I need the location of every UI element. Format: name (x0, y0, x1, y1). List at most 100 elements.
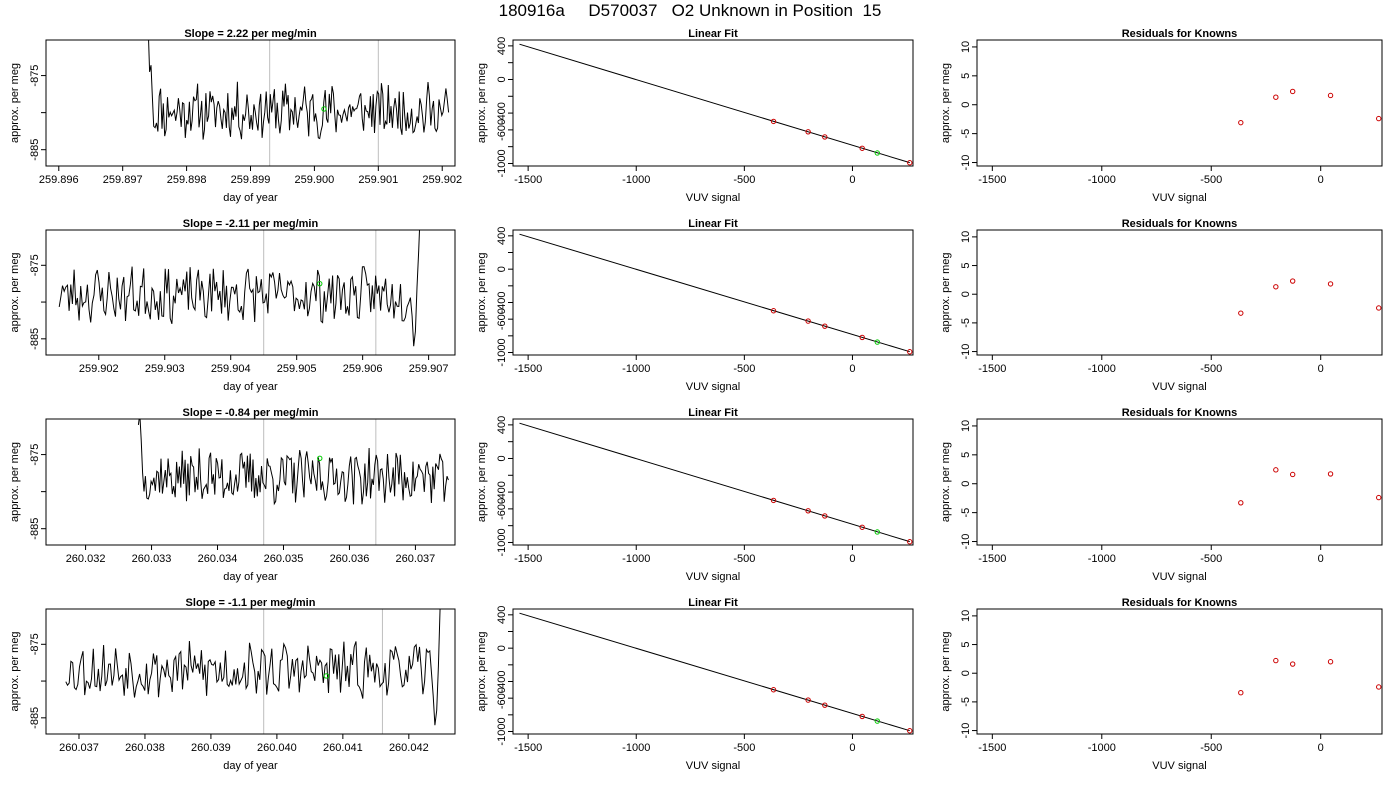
x-tick-label: 260.037 (396, 553, 436, 565)
y-axis-label: approx. per meg (940, 252, 952, 332)
y-tick-label: 5 (960, 641, 972, 647)
x-tick-label: -500 (733, 174, 755, 186)
fit-line (519, 43, 910, 164)
residual-point (1327, 659, 1334, 665)
known-point (822, 134, 828, 140)
x-tick-label: 260.039 (191, 742, 231, 754)
residual-point (1273, 657, 1279, 664)
x-tick-label: -500 (733, 553, 755, 565)
y-tick-label: -600 (496, 498, 508, 520)
x-tick-label: 0 (1318, 553, 1324, 565)
y-tick-label: 10 (960, 41, 972, 53)
known-point (805, 697, 811, 703)
y-tick-label: 0 (960, 670, 972, 676)
residual-point (1376, 494, 1382, 501)
panel-0-2: Residuals for Knowns -1500 -1000 -500 0 VUV s… (940, 28, 1383, 204)
y-tick-label: -885 (29, 707, 41, 729)
panel-title: Residuals for Knowns (1122, 597, 1238, 609)
y-tick-label: 0 (960, 291, 972, 297)
y-tick-label: 400 (496, 416, 508, 434)
y-tick-label: 0 (496, 645, 508, 651)
known-point (859, 524, 865, 530)
x-tick-label: -1000 (622, 742, 650, 754)
x-tick-label: -500 (1200, 174, 1222, 186)
panel-title: Linear Fit (688, 28, 738, 40)
plot-area (519, 43, 913, 166)
known-point (822, 702, 828, 708)
known-point (907, 539, 913, 545)
y-tick-label: -1000 (496, 149, 508, 177)
x-axis-label: day of year (223, 760, 278, 772)
x-tick-label: 0 (1318, 363, 1324, 375)
residual-point (1289, 278, 1296, 284)
plot-frame (45, 418, 456, 546)
panel-2-1: Linear Fit -1500 -1000 -500 0 VUV signal -1000… (476, 407, 914, 583)
x-tick-label: -1000 (1088, 174, 1116, 186)
y-axis-label: approx. per meg (9, 631, 21, 711)
residual-point (1289, 471, 1296, 478)
x-axis-label: VUV signal (1152, 192, 1206, 204)
x-tick-label: -1000 (1088, 742, 1116, 754)
y-tick-label: 0 (496, 76, 508, 82)
plot-frame (512, 418, 914, 546)
y-tick-label: 400 (496, 606, 508, 624)
residual-point (1376, 115, 1382, 122)
x-tick-label: 260.041 (323, 742, 363, 754)
y-tick-label: -400 (496, 481, 508, 503)
series-line (148, 40, 450, 140)
x-axis-label: VUV signal (686, 381, 740, 393)
plot-area (148, 40, 450, 166)
plot-frame (976, 39, 1383, 167)
x-tick-label: -1500 (514, 553, 542, 565)
x-tick-label: 259.899 (231, 174, 271, 186)
plot-area (137, 419, 449, 545)
y-axis-label: approx. per meg (9, 63, 21, 143)
y-axis-label: approx. per meg (940, 442, 952, 522)
y-axis-label: approx. per meg (476, 252, 488, 332)
series-line (58, 230, 420, 347)
residual-point (1273, 284, 1279, 290)
x-tick-label: -1500 (514, 742, 542, 754)
x-tick-label: 259.902 (422, 174, 462, 186)
plot-area (519, 233, 913, 355)
x-tick-label: 260.032 (66, 553, 106, 565)
residual-point (1273, 94, 1279, 100)
y-tick-label: 0 (496, 266, 508, 272)
panel-title: Slope = 2.22 per meg/min (184, 28, 317, 40)
y-tick-label: -5 (960, 697, 972, 707)
x-axis-label: day of year (223, 381, 278, 393)
plot-frame (45, 39, 456, 167)
panel-3-1: Linear Fit -1500 -1000 -500 0 VUV signal -1000… (476, 597, 914, 772)
x-axis-label: VUV signal (1152, 760, 1206, 772)
y-tick-label: -875 (29, 444, 41, 466)
x-tick-label: 0 (849, 174, 855, 186)
x-tick-label: -1000 (622, 553, 650, 565)
plot-frame (512, 608, 914, 735)
panel-2-2: Residuals for Knowns -1500 -1000 -500 0 VUV s… (940, 407, 1383, 583)
x-tick-label: 259.896 (39, 174, 79, 186)
x-tick-label: 260.037 (59, 742, 99, 754)
panel-1-0: Slope = -2.11 per meg/min 259.902 259.903 2… (9, 218, 456, 393)
y-axis-label: approx. per meg (940, 63, 952, 143)
x-tick-label: 259.902 (79, 363, 119, 375)
y-tick-label: 0 (960, 102, 972, 108)
residual-point (1327, 471, 1334, 477)
unknown-point (874, 529, 881, 535)
panel-3-0: Slope = -1.1 per meg/min 260.037 260.038 26… (9, 597, 456, 772)
y-tick-label: -10 (960, 534, 972, 550)
x-tick-label: -1000 (622, 363, 650, 375)
x-tick-label: 259.904 (211, 363, 251, 375)
known-point (805, 318, 811, 324)
known-point (907, 160, 913, 166)
residual-point (1376, 305, 1382, 311)
x-tick-label: 259.906 (343, 363, 383, 375)
panel-title: Linear Fit (688, 218, 738, 230)
x-tick-label: -500 (1200, 363, 1222, 375)
y-tick-label: -600 (496, 687, 508, 709)
panel-title: Residuals for Knowns (1122, 28, 1238, 40)
residual-point (1238, 690, 1244, 696)
panel-1-2: Residuals for Knowns -1500 -1000 -500 0 VUV s… (940, 218, 1383, 393)
y-tick-label: -5 (960, 129, 972, 139)
x-tick-label: -1000 (1088, 363, 1116, 375)
x-tick-label: 0 (849, 363, 855, 375)
